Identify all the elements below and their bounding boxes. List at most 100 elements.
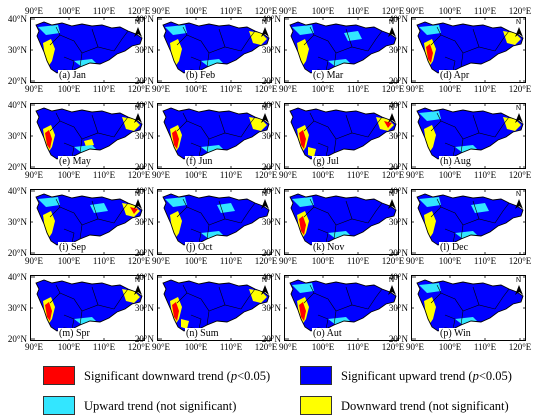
lon-label: 120°E <box>508 170 532 180</box>
trend-region <box>90 203 108 213</box>
legend-swatch-sig-up <box>300 366 332 385</box>
lon-label: 100°E <box>184 6 208 16</box>
lat-label: 20°N <box>7 76 27 86</box>
north-arrow-icon <box>134 285 142 295</box>
lon-label: 100°E <box>184 256 208 266</box>
map-panel: N (d) Apr 40°N 30°N 20°N 90°E 90°E 100°E 100°E 11… <box>389 6 531 94</box>
panel-caption: (l) Dec <box>439 242 470 253</box>
north-label: N <box>135 19 141 26</box>
panel-caption: (j) Oct <box>185 242 214 253</box>
sub-basin-boundary <box>494 30 510 52</box>
basin-outline <box>35 193 143 246</box>
lon-label: 100°E <box>57 84 81 94</box>
lon-label: 120°E <box>127 170 151 180</box>
lon-label: 90°E <box>151 6 171 16</box>
sub-basin-boundary <box>190 142 202 158</box>
panel-caption: (b) Feb <box>185 70 217 81</box>
lon-label: 110°E <box>219 256 243 266</box>
legend-item-down: Downward trend (not significant) <box>300 396 509 415</box>
lat-label: 40°N <box>261 100 281 110</box>
sub-basin-boundary <box>303 284 315 304</box>
lon-label: 120°E <box>254 256 278 266</box>
sub-basin-boundary <box>440 120 464 154</box>
lon-label: 110°E <box>346 170 370 180</box>
trend-region <box>74 145 96 153</box>
lon-label: 100°E <box>438 6 462 16</box>
lon-label: 100°E <box>311 256 335 266</box>
lon-label: 100°E <box>57 6 81 16</box>
sub-basin-boundary <box>49 112 61 132</box>
sub-basin-boundary <box>345 200 353 220</box>
lon-label: 100°E <box>57 256 81 266</box>
lon-label: 120°E <box>254 84 278 94</box>
legend-item-sig-down: Significant downward trend (p<0.05) <box>43 366 270 385</box>
lon-label: 110°E <box>92 6 116 16</box>
basin-outline <box>416 21 524 74</box>
sub-basin-boundary <box>49 284 61 304</box>
lon-label: 120°E <box>127 342 151 352</box>
lat-label: 20°N <box>388 162 408 172</box>
lat-label: 30°N <box>134 303 154 313</box>
lon-label: 120°E <box>508 256 532 266</box>
map-panel: N (o) Aut 40°N 30°N 20°N 90°E 100°E 110°E 120°E <box>262 272 404 352</box>
sub-basin-boundary <box>190 314 202 330</box>
basin-region <box>36 22 142 73</box>
trend-region <box>299 130 306 149</box>
lon-label: 100°E <box>57 342 81 352</box>
lon-label: 120°E <box>127 6 151 16</box>
panel-caption: (h) Aug <box>439 156 472 167</box>
map-canvas <box>284 17 399 83</box>
sub-basin-boundary <box>176 26 188 46</box>
map-canvas <box>411 17 526 83</box>
lat-label: 20°N <box>134 162 154 172</box>
lon-label: 100°E <box>184 84 208 94</box>
sub-basin-boundary <box>345 114 353 134</box>
basin-outline <box>289 279 397 332</box>
lon-label: 110°E <box>219 342 243 352</box>
lon-label: 120°E <box>381 6 405 16</box>
north-arrow-icon <box>388 27 396 37</box>
north-arrow-icon <box>261 27 269 37</box>
lon-label: 100°E <box>438 170 462 180</box>
panel-caption: (g) Jul <box>312 156 340 167</box>
map-panel: N (n) Sum 40°N 30°N 20°N 90°E 100°E 110°E 120°E <box>135 272 277 352</box>
north-label: N <box>389 19 395 26</box>
lat-label: 20°N <box>7 162 27 172</box>
lon-label: 110°E <box>219 84 243 94</box>
lon-label: 110°E <box>473 6 497 16</box>
lon-label: 110°E <box>346 256 370 266</box>
lat-label: 30°N <box>7 131 27 141</box>
north-label: N <box>262 19 268 26</box>
lon-label: 110°E <box>473 170 497 180</box>
north-arrow-icon <box>388 113 396 123</box>
trend-region <box>299 216 306 235</box>
lon-label: 110°E <box>346 84 370 94</box>
lon-label: 100°E <box>438 342 462 352</box>
legend-item-sig-up: Significant upward trend (p<0.05) <box>300 366 512 385</box>
lat-label: 30°N <box>134 131 154 141</box>
lat-label: 40°N <box>261 14 281 24</box>
sub-basin-boundary <box>440 34 464 68</box>
map-canvas <box>284 103 399 169</box>
basin-region <box>290 22 396 73</box>
lon-label: 90°E <box>278 256 298 266</box>
north-arrow-icon <box>515 27 523 37</box>
sub-basin-boundary <box>218 114 226 134</box>
trend-region <box>84 139 94 147</box>
sub-basin-boundary <box>303 112 315 132</box>
lon-label: 110°E <box>219 170 243 180</box>
lon-label: 110°E <box>92 256 116 266</box>
legend-swatch-up <box>43 396 75 415</box>
lat-label: 40°N <box>388 186 408 196</box>
trend-region <box>419 283 441 293</box>
north-arrow-icon <box>134 27 142 37</box>
trend-region <box>344 31 362 41</box>
sub-basin-boundary <box>49 26 61 46</box>
map-panel: N (j) Oct 40°N 30°N 20°N 90°E 100°E 110°E 120°E <box>135 186 277 266</box>
map-canvas <box>157 275 272 341</box>
north-label: N <box>389 191 395 198</box>
panel-caption: (k) Nov <box>312 242 346 253</box>
north-arrow-icon <box>134 113 142 123</box>
lat-label: 40°N <box>7 186 27 196</box>
basin-region <box>163 194 269 245</box>
